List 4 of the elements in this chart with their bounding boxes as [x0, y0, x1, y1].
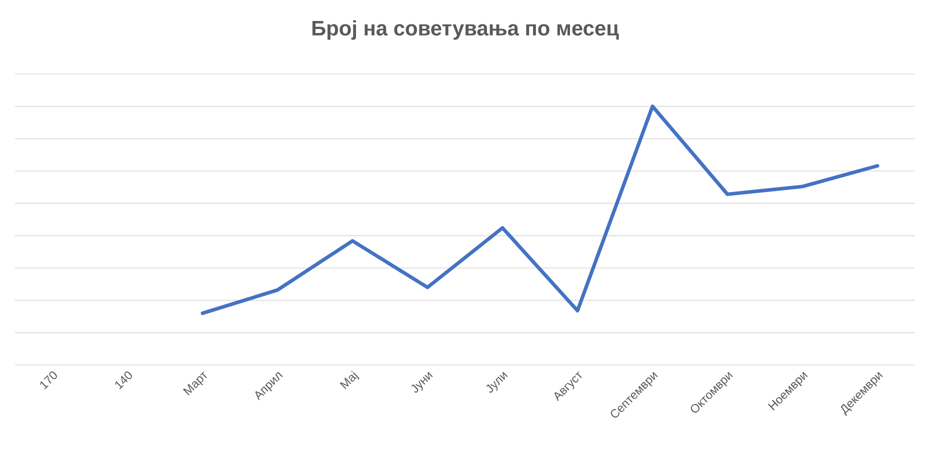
x-tick-label: Мај	[340, 370, 360, 390]
x-tick-label: 140	[115, 372, 132, 390]
x-tick-label: 170	[40, 372, 57, 390]
chart-title: Број на советувања по месец	[312, 20, 619, 40]
